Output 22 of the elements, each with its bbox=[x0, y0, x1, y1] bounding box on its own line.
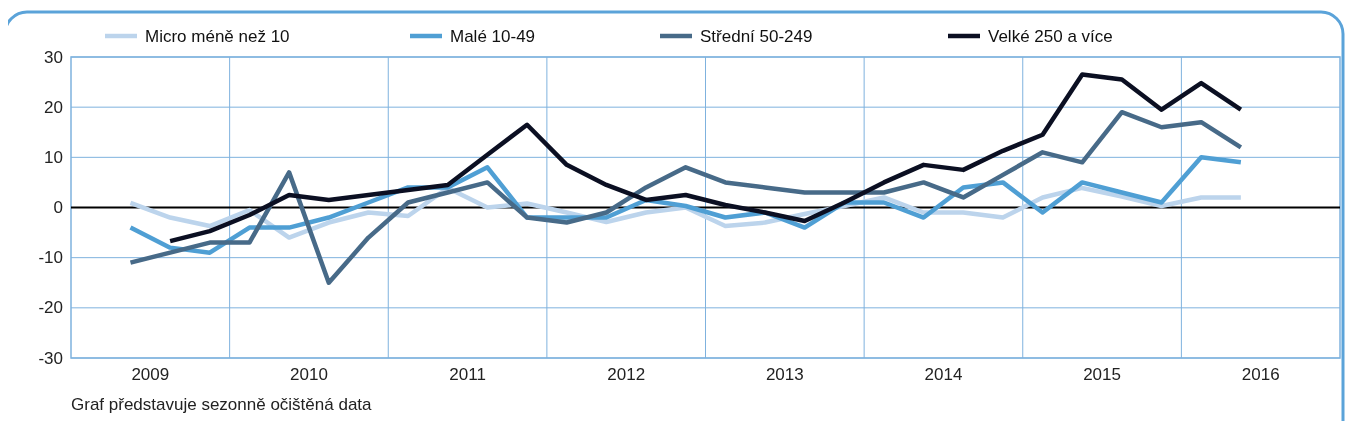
legend-label: Micro méně než 10 bbox=[145, 26, 290, 46]
x-tick-label: 2013 bbox=[765, 365, 804, 384]
x-tick-label: 2010 bbox=[290, 365, 328, 384]
x-tick-label: 2012 bbox=[607, 365, 646, 384]
legend-label: Střední 50-249 bbox=[700, 26, 813, 46]
line-series bbox=[128, 109, 1244, 285]
y-tick-label: -20 bbox=[38, 298, 63, 318]
x-tick-label: 2011 bbox=[449, 365, 486, 384]
y-tick-label: 10 bbox=[44, 147, 63, 167]
legend-label: Velké 250 a více bbox=[988, 26, 1113, 46]
y-tick-label: 0 bbox=[53, 198, 63, 217]
line-series bbox=[167, 72, 1244, 244]
x-tick-label: 2015 bbox=[1083, 365, 1121, 384]
x-tick-label: 2016 bbox=[1241, 365, 1280, 384]
y-tick-label: -10 bbox=[38, 248, 63, 268]
text: Graf představuje sezonně očištěná data bbox=[71, 395, 373, 414]
x-tick-label: 2014 bbox=[924, 365, 963, 384]
y-tick-label: -30 bbox=[38, 348, 63, 368]
legend-label: Malé 10-49 bbox=[450, 26, 536, 46]
y-tick-label: 20 bbox=[44, 97, 63, 117]
x-tick-label: 2009 bbox=[131, 365, 170, 384]
y-tick-label: 30 bbox=[44, 47, 63, 67]
